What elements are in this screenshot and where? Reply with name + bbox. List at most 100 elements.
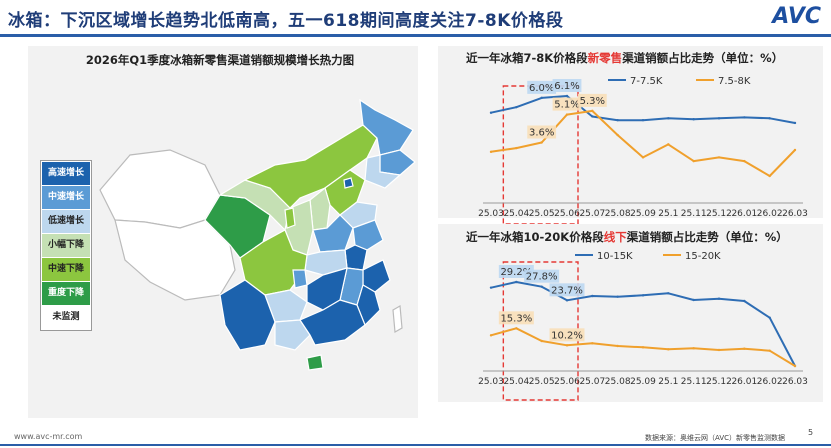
region-guangxi	[274, 319, 311, 351]
chart2-series-1-point-12	[793, 364, 797, 368]
chart1-series-0-point-8	[692, 118, 695, 121]
chart1-x-tick-8: 25.11	[681, 209, 707, 219]
chart1-series-0-point-12	[793, 121, 797, 125]
chart2-series-1-point-11	[768, 349, 771, 352]
region-jiangsu	[352, 219, 384, 251]
chart2-data-label-bg-4	[549, 328, 585, 342]
chart2-x-tick-1: 25.04	[503, 377, 529, 387]
chart2-series-0-point-4	[591, 294, 594, 298]
chart1-legend-label-1: 7.5-8K	[718, 76, 751, 87]
chart1-series-0-point-0	[489, 111, 493, 114]
chart1-series-1-point-3	[565, 113, 569, 116]
chart1-x-tick-12: 26.03	[782, 209, 808, 219]
chart1-series-0-point-11	[768, 117, 771, 120]
region-yunnan	[219, 279, 276, 351]
chart1-data-label-2: 3.6%	[529, 128, 554, 139]
region-guangdong	[299, 299, 366, 346]
chart1-data-label-bg-3	[552, 97, 582, 111]
chart1-series-1-point-1	[515, 146, 518, 150]
chart1-data-label-bg-1	[552, 79, 582, 92]
chart1-x-tick-3: 25.06	[554, 209, 580, 219]
chart2-x-tick-12: 26.03	[782, 377, 808, 387]
chart1-data-label-1: 6.1%	[554, 81, 579, 92]
chart2-data-label-0: 29.2%	[500, 267, 532, 278]
chart1-series-1-point-2	[540, 141, 543, 144]
chart1-x-tick-11: 26.02	[757, 209, 783, 219]
chart2-series-0-point-2	[540, 285, 543, 288]
chart2-series-1-point-5	[616, 344, 619, 348]
chart2-data-label-3: 15.3%	[500, 313, 532, 324]
chart1-data-label-0: 6.0%	[529, 83, 554, 94]
region-beijing	[343, 177, 354, 189]
chart1-series-1-point-0	[489, 150, 493, 154]
region-ningxia	[284, 207, 296, 229]
legend-item-high-growth: 高速增长	[42, 162, 90, 185]
region-xinjiang	[99, 149, 221, 229]
region-hainan	[306, 354, 324, 371]
chart2-data-label-bg-1	[524, 269, 560, 283]
chart2-data-label-1: 27.8%	[526, 272, 558, 283]
chart1-data-label-bg-2	[527, 125, 557, 139]
chart1-series-0-point-1	[515, 105, 518, 109]
map-title: 2026年Q1季度冰箱新零售渠道销额规模增长热力图	[85, 53, 355, 67]
chart1-x-tick-4: 25.07	[579, 209, 605, 219]
map-legend: 高速增长 中速增长 低速增长 小幅下降 中速下降 重度下降 未监测	[40, 160, 92, 331]
chart-10-20k-share: 10-15K 15-20K 29.2%27.8% 23.7% 15.3% 10.2% 25.…	[478, 251, 808, 401]
chart2-series-1-point-2	[540, 339, 543, 343]
chart1-series-1-point-9	[717, 156, 721, 159]
chart2-series-1-point-6	[641, 346, 645, 349]
chart2-x-tick-3: 25.06	[554, 377, 580, 387]
chart2-series-0-point-10	[743, 299, 746, 303]
chart2-data-label-2: 23.7%	[551, 285, 583, 296]
chart2-series-0-point-1	[515, 280, 518, 284]
chart2-x-tick-5: 25.08	[605, 377, 631, 387]
chart1-x-tick-10: 26.01	[731, 209, 757, 219]
chart2-series-0-point-6	[641, 294, 645, 297]
footer-divider	[0, 444, 831, 446]
legend-item-slight-decline: 小幅下降	[42, 234, 90, 257]
chart2-series-1-point-4	[591, 342, 594, 345]
chart1-series-1-point-12	[793, 148, 797, 152]
chart2-series-0-point-7	[667, 292, 670, 295]
chart1-series-1-point-5	[616, 133, 619, 137]
avc-logo: AVC	[772, 4, 821, 29]
chart2-series-0-point-5	[616, 295, 619, 298]
chart1-series-1-point-8	[692, 159, 695, 163]
chart1-series-1-point-4	[591, 109, 594, 113]
footer-source: 数据来源：奥维云网（AVC）新零售监测数据	[645, 434, 786, 442]
chart1-series-0-point-9	[717, 117, 721, 120]
chart1-x-tick-7: 25.1	[658, 209, 678, 219]
chart2-series-0-point-11	[768, 316, 771, 319]
chart1-x-tick-5: 25.08	[605, 209, 631, 219]
chart1-series-0-point-6	[641, 118, 645, 122]
chart2-x-tick-7: 25.1	[658, 377, 678, 387]
chart1-series-0-point-3	[565, 94, 569, 98]
chart2-data-label-4: 10.2%	[551, 330, 583, 341]
chart2-series-0-point-8	[692, 298, 695, 302]
region-chongqing	[292, 269, 308, 289]
chart1-data-label-3: 5.1%	[554, 100, 579, 111]
chart1-series-0-point-5	[616, 118, 619, 122]
chart1-series-1-point-10	[743, 159, 746, 163]
region-tibet	[114, 219, 236, 301]
chart1-highlight-box	[502, 85, 579, 224]
chart2-x-tick-8: 25.11	[681, 377, 707, 387]
chart1-data-label-4: 5.3%	[580, 96, 605, 107]
chart1-title: 近一年冰箱7-8K价格段新零售渠道销额占比走势（单位：%）	[466, 51, 784, 65]
chart1-data-label-bg-4	[577, 93, 607, 107]
footer-website: www.avc-mr.com	[14, 432, 83, 441]
china-heatmap	[99, 98, 416, 371]
legend-item-heavy-decline: 重度下降	[42, 282, 90, 305]
chart2-x-tick-2: 25.05	[529, 377, 555, 387]
chart2-series-1-point-9	[717, 348, 721, 352]
chart2-x-tick-11: 26.02	[757, 377, 783, 387]
page-number: 5	[808, 428, 814, 437]
chart1-x-tick-9: 25.12	[706, 209, 732, 219]
legend-item-low-growth: 低速增长	[42, 210, 90, 233]
region-anhui	[344, 244, 368, 271]
region-shanxi	[309, 186, 331, 231]
chart2-series-1-point-7	[667, 348, 670, 351]
chart1-legend-label-0: 7-7.5K	[630, 76, 663, 87]
chart1-series-0-point-4	[591, 115, 594, 118]
chart2-data-label-bg-2	[549, 283, 585, 297]
